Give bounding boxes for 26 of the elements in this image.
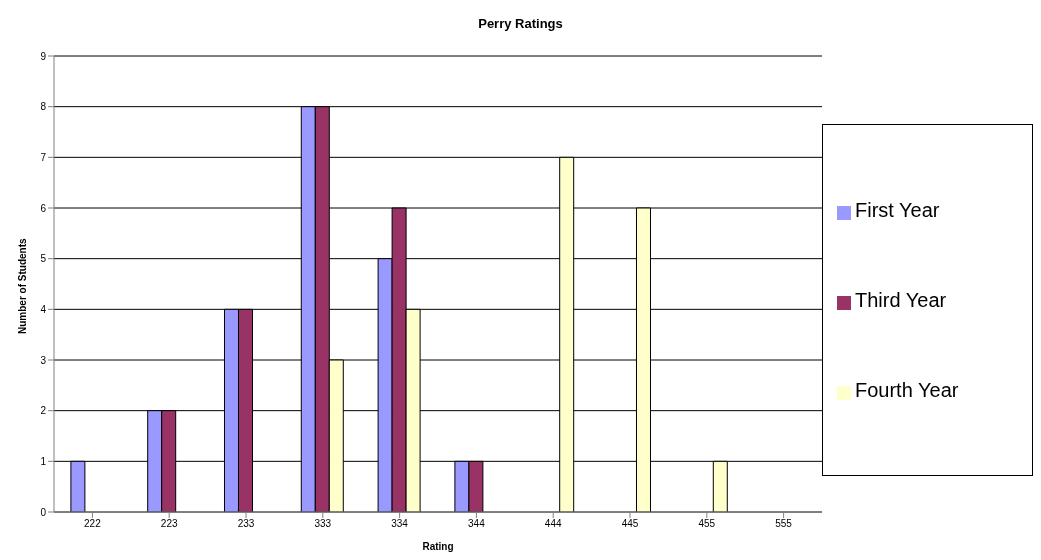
y-axis-title: Number of Students <box>16 238 28 334</box>
y-tick-label: 0 <box>40 506 47 518</box>
x-tick-label: 233 <box>237 518 255 530</box>
x-tick-label: 344 <box>468 518 486 530</box>
y-tick-label: 2 <box>40 405 47 417</box>
x-axis-title: Rating <box>422 541 454 552</box>
x-tick-label: 444 <box>544 518 562 530</box>
legend-label: Fourth Year <box>855 379 959 401</box>
x-tick-label: 333 <box>314 518 332 530</box>
x-tick-label: 555 <box>775 518 793 530</box>
x-tick-label: 455 <box>698 518 716 530</box>
x-tick-label: 222 <box>84 518 102 530</box>
chart-title: Perry Ratings <box>477 15 564 33</box>
x-tick-label: 223 <box>160 518 178 530</box>
legend-label: First Year <box>855 199 940 221</box>
y-tick-label: 3 <box>40 354 47 366</box>
y-tick-label: 4 <box>40 303 47 315</box>
y-tick-label: 1 <box>40 455 47 467</box>
y-tick-label: 7 <box>40 151 47 163</box>
legend-label: Third Year <box>855 289 947 311</box>
y-tick-label: 6 <box>40 202 47 214</box>
y-tick-label: 8 <box>40 101 47 113</box>
y-tick-label: 9 <box>40 50 47 62</box>
x-tick-label: 445 <box>621 518 639 530</box>
x-tick-label: 334 <box>391 518 409 530</box>
y-tick-label: 5 <box>40 253 47 265</box>
